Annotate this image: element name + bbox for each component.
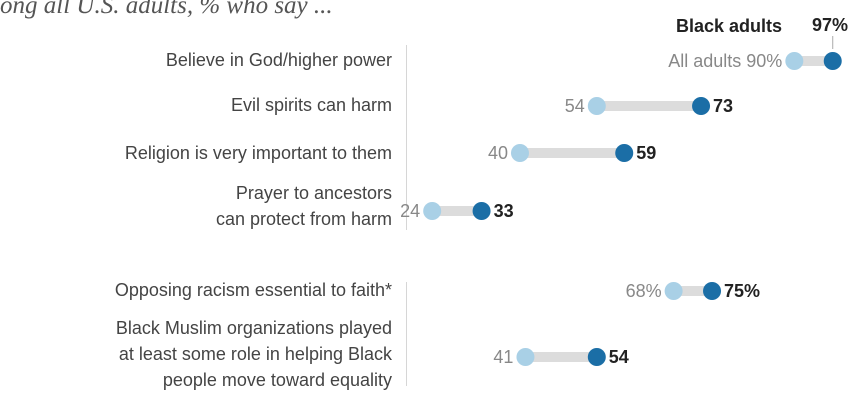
divider-group-1	[406, 45, 407, 230]
category-label-line: Prayer to ancestors	[235, 183, 392, 203]
dot-all-adults	[664, 282, 683, 300]
value-label-black-adults: 97%	[812, 15, 848, 35]
category-label-line: Religion is very important to them	[124, 143, 392, 163]
dot-black-adults	[472, 202, 491, 220]
value-label-all-adults: 54	[565, 96, 585, 116]
value-label-black-adults: 54	[609, 347, 629, 367]
category-label-line: at least some role in helping Black	[118, 344, 392, 364]
value-label-all-adults: 40	[488, 143, 508, 163]
value-label-all-adults: 68%	[626, 281, 662, 301]
category-label: Evil spirits can harm	[231, 92, 392, 118]
category-label: Religion is very important to them	[125, 140, 392, 166]
category-label: Believe in God/higher power	[166, 47, 392, 73]
category-label: Prayer to ancestors can protect from harm	[216, 180, 392, 232]
dot-all-adults	[423, 202, 442, 220]
dot-black-adults	[823, 52, 842, 70]
chart-subtitle: ong all U.S. adults, % who say ...	[0, 0, 333, 19]
dot-black-adults	[615, 144, 634, 162]
category-label: Opposing racism essential to faith*	[115, 277, 392, 303]
dot-all-adults	[587, 97, 606, 115]
value-label-black-adults: 73	[713, 96, 733, 116]
dot-black-adults	[703, 282, 722, 300]
legend-black-adults: Black adults	[676, 16, 783, 36]
category-label-line: Believe in God/higher power	[165, 50, 392, 70]
category-label-line: Evil spirits can harm	[230, 95, 392, 115]
value-label-all-adults: 41	[493, 347, 513, 367]
dot-all-adults	[510, 144, 529, 162]
category-label: Black Muslim organizations played at leas…	[116, 315, 392, 393]
category-label-line: people move toward equality	[162, 370, 392, 390]
dot-all-adults	[785, 52, 804, 70]
dot-all-adults	[516, 348, 535, 366]
value-label-all-adults: 24	[400, 201, 420, 221]
value-label-black-adults: 75%	[724, 281, 760, 301]
value-label-all-adults: All adults 90%	[668, 51, 782, 71]
divider-group-2	[406, 282, 407, 386]
value-label-black-adults: 59	[636, 143, 656, 163]
dot-black-adults	[587, 348, 606, 366]
category-label-line: Opposing racism essential to faith*	[114, 280, 392, 300]
category-label-line: Black Muslim organizations played	[115, 318, 392, 338]
value-label-black-adults: 33	[494, 201, 514, 221]
dot-black-adults	[692, 97, 711, 115]
category-label-line: can protect from harm	[215, 209, 392, 229]
